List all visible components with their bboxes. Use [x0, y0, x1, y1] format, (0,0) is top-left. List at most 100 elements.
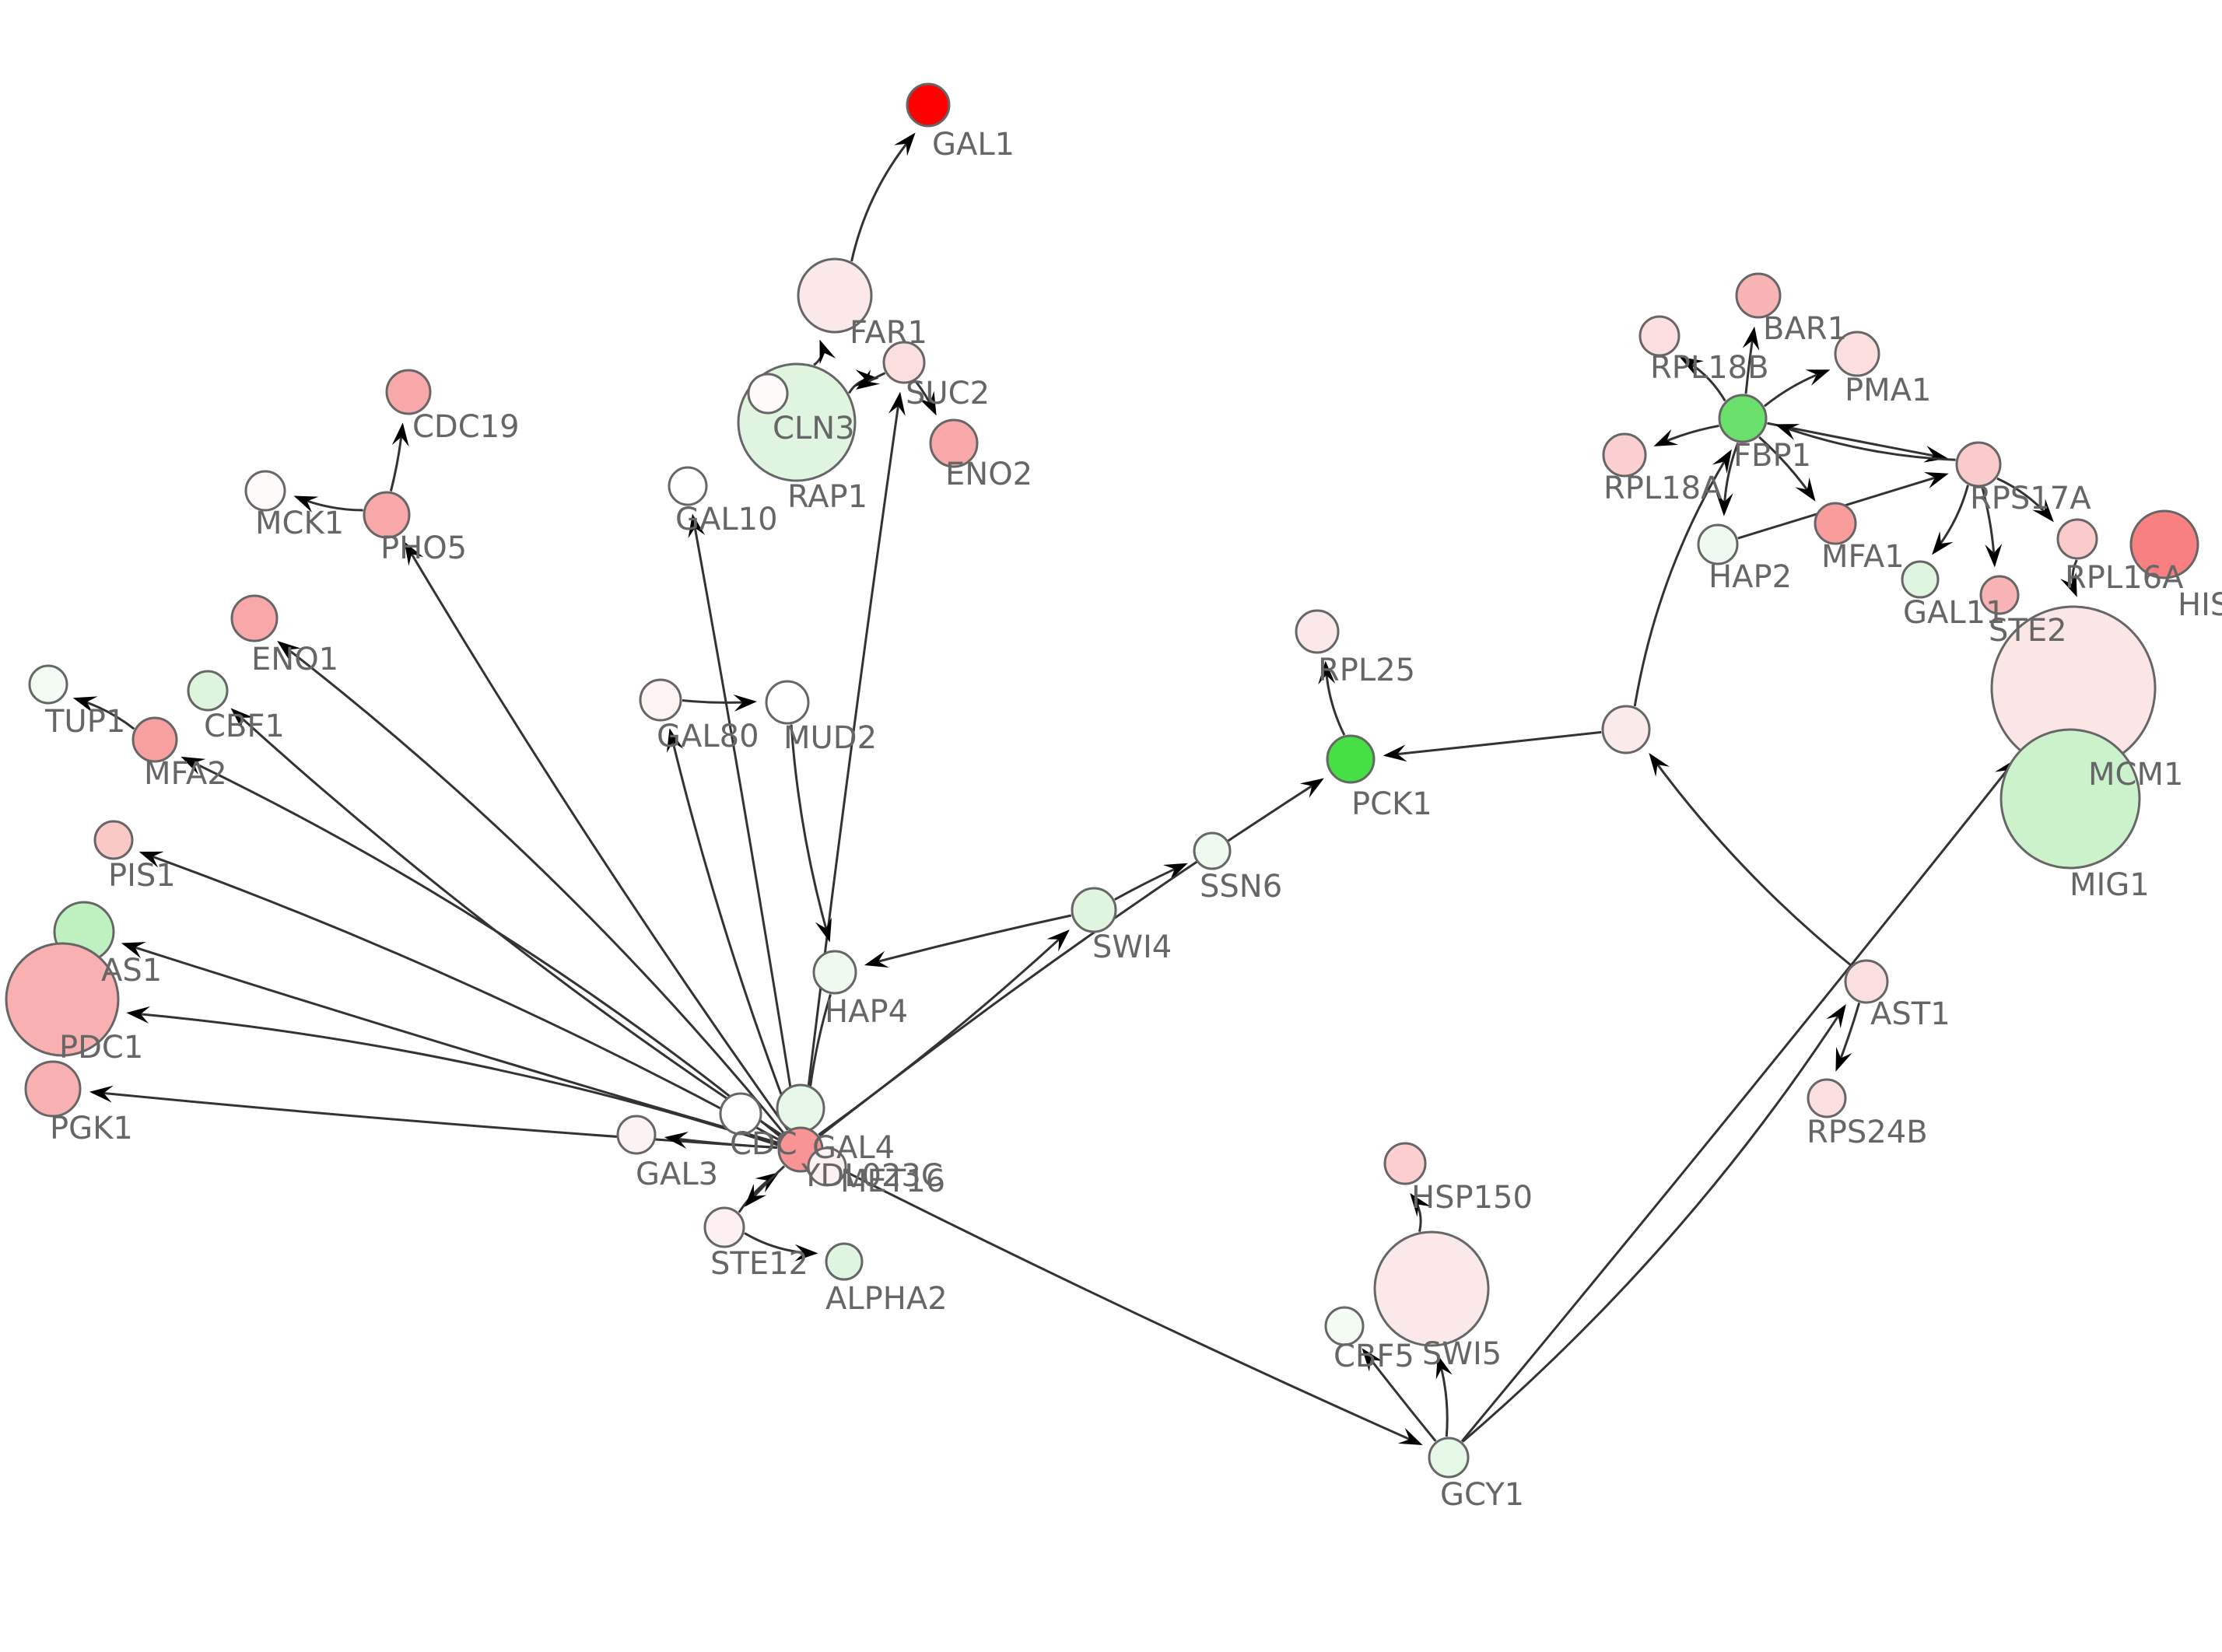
node-label-mig1: MIG1: [2070, 867, 2150, 903]
node-label-cbf1: CBF1: [204, 709, 285, 744]
arrowhead-swi4-to-ssn6: [1162, 863, 1188, 881]
edge-gal4-to-pdc1: [129, 1012, 779, 1146]
node-fbp1[interactable]: [1718, 394, 1768, 443]
node-label-gas1: AS1: [101, 953, 162, 989]
node-gal3[interactable]: [616, 1115, 657, 1155]
node-hap4[interactable]: [812, 950, 857, 995]
node-mfa1[interactable]: [1814, 502, 1857, 545]
node-pis1[interactable]: [93, 820, 134, 860]
node-label-cbf5: CBF5: [1334, 1339, 1414, 1374]
arrowhead-ste12-to-alpha2: [794, 1244, 818, 1262]
node-mfa2[interactable]: [131, 716, 178, 763]
arrowhead-gal4-to-eno1: [277, 640, 301, 662]
node-label-rpl18a: RPL18A: [1603, 471, 1723, 506]
node-cdc19[interactable]: [385, 369, 432, 415]
node-label-ssn6: SSN6: [1200, 869, 1282, 905]
node-tup1[interactable]: [28, 664, 68, 705]
node-label-far1: FAR1: [850, 315, 927, 351]
node-label-gal4: GAL4: [812, 1130, 895, 1166]
node-node_unlabeled_1[interactable]: [1601, 705, 1651, 754]
node-cdc39[interactable]: [719, 1092, 762, 1136]
node-label-mck1: MCK1: [255, 506, 344, 541]
node-label-cdc19: CDC19: [412, 409, 520, 445]
edge-gcy1-to-cbf5: [1362, 1349, 1437, 1442]
node-pho5[interactable]: [363, 491, 411, 539]
node-pma1[interactable]: [1834, 331, 1880, 377]
node-gcy1[interactable]: [1428, 1437, 1470, 1479]
node-rpl16a[interactable]: [2056, 518, 2098, 560]
node-label-fbp1: FBP1: [1733, 438, 1811, 474]
arrowhead-mfa2-to-tup1: [72, 696, 98, 713]
node-hsp150[interactable]: [1383, 1142, 1427, 1185]
node-pgk1[interactable]: [24, 1060, 82, 1118]
arrowhead-fbp1-to-rpl18a: [1653, 429, 1679, 446]
node-suc2[interactable]: [882, 341, 926, 384]
arrowhead-gal4-to-pgk1: [89, 1085, 114, 1103]
node-alpha2[interactable]: [825, 1242, 864, 1281]
node-pdc1[interactable]: [5, 942, 120, 1057]
node-ste12[interactable]: [703, 1206, 745, 1248]
node-bar1[interactable]: [1735, 272, 1782, 319]
node-far1[interactable]: [797, 257, 873, 334]
node-label-rpl18b: RPL18B: [1650, 350, 1769, 386]
node-rps17a[interactable]: [1955, 441, 2002, 488]
arrowhead-rpl16a-to-mcm1: [2060, 572, 2077, 597]
nodes-layer[interactable]: [5, 82, 2199, 1479]
edge-gcy1-to-ast1: [1461, 1006, 1845, 1443]
node-rpl18a[interactable]: [1602, 432, 1647, 478]
node-ssn6[interactable]: [1193, 831, 1232, 870]
node-mig1[interactable]: [1999, 728, 2141, 870]
arrowhead-gal4-to-cbf1: [230, 708, 254, 730]
node-mud2[interactable]: [765, 680, 810, 725]
node-label-gal10: GAL10: [675, 502, 778, 537]
node-cln3-inner[interactable]: [747, 373, 789, 415]
node-eno1[interactable]: [230, 594, 279, 642]
arrowhead-mud2-to-hap4: [815, 917, 832, 943]
node-label-swi5: SWI5: [1422, 1336, 1502, 1372]
node-gal1[interactable]: [906, 82, 951, 128]
edge-gal4-to-pis1: [141, 852, 780, 1141]
arrowhead-fbp1-to-pma1: [1805, 369, 1831, 386]
node-cbf5[interactable]: [1324, 1306, 1365, 1346]
node-swi5[interactable]: [1373, 1230, 1490, 1347]
node-label-swi4: SWI4: [1092, 929, 1172, 965]
edge-gal4-to-gcy1: [821, 1158, 1421, 1445]
arrowhead-gal80-to-mud2: [733, 694, 757, 712]
node-label-pis1: PIS1: [108, 858, 176, 894]
arrowhead-gal4-to-ste12: [745, 1183, 767, 1207]
node-ydl023c[interactable]: [807, 1146, 847, 1187]
node-rpl25[interactable]: [1295, 609, 1340, 654]
node-met16[interactable]: [776, 1083, 825, 1133]
node-rpl18b[interactable]: [1638, 315, 1681, 357]
node-gal11[interactable]: [1901, 560, 1940, 599]
node-label-suc2: SUC2: [906, 376, 990, 411]
node-gal10[interactable]: [668, 466, 708, 506]
node-ste2[interactable]: [1979, 575, 2020, 615]
arrowhead-swi4-to-hap4: [864, 950, 889, 968]
node-mck1[interactable]: [244, 470, 286, 512]
arrowhead-node_unlabeled_1-to-fbp1: [1712, 449, 1732, 474]
edge-gal4-to-gal80: [669, 730, 795, 1128]
node-label-pgk1: PGK1: [50, 1111, 133, 1146]
arrowhead-far1-to-gal1: [894, 132, 916, 156]
node-rps24b[interactable]: [1807, 1078, 1847, 1118]
node-swi4[interactable]: [1071, 887, 1117, 933]
node-gal80[interactable]: [639, 678, 682, 722]
node-pck1[interactable]: [1326, 734, 1376, 784]
node-cbf1[interactable]: [187, 670, 229, 712]
arrowhead-fbp1-to-mfa1: [1795, 477, 1816, 502]
arrowhead-pck1-to-rpl25: [1318, 660, 1336, 685]
node-his4[interactable]: [2129, 509, 2199, 579]
node-label-hap2: HAP2: [1709, 559, 1792, 595]
edge-gal4-to-gal3: [667, 1136, 778, 1149]
edge-gal4-to-gal10: [692, 516, 798, 1127]
node-label-mcm1: MCM1: [2088, 757, 2183, 793]
node-label-gal11: GAL11: [1903, 595, 2006, 631]
node-label-bar1: BAR1: [1763, 311, 1847, 347]
arrowhead-suc2-to-cln3: [856, 369, 881, 390]
node-ast1[interactable]: [1844, 959, 1889, 1004]
node-eno2[interactable]: [929, 418, 979, 468]
node-label-hap4: HAP4: [825, 994, 908, 1030]
node-hap2[interactable]: [1697, 523, 1739, 565]
